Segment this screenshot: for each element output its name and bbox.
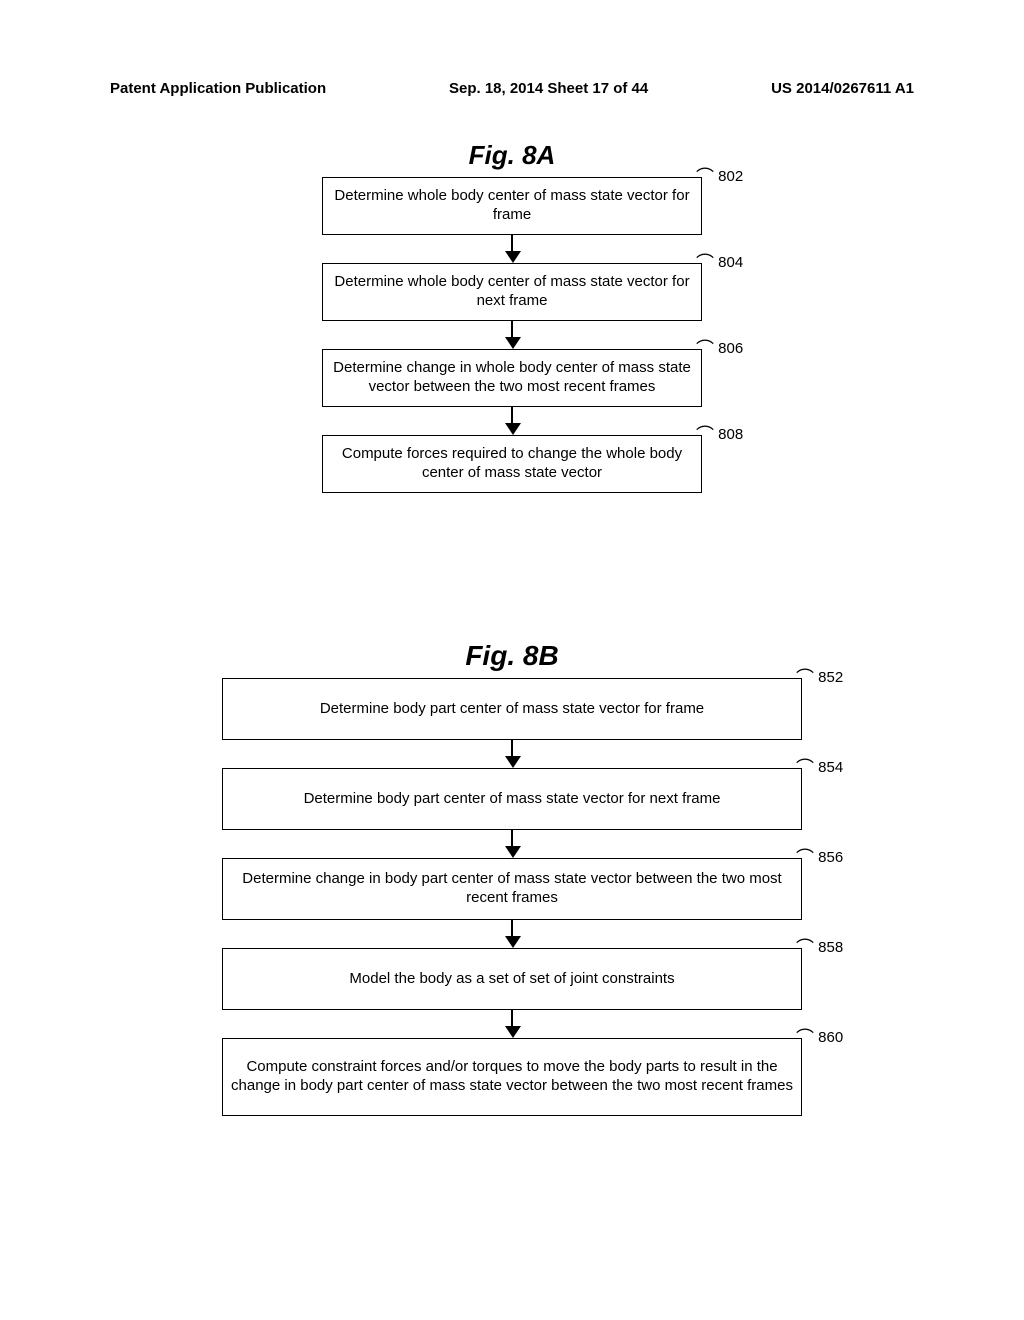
flow-step: Determine body part center of mass state… — [222, 768, 802, 830]
step-ref-label: ⌒ 808 — [696, 419, 743, 445]
flow-step: Model the body as a set of set of joint … — [222, 948, 802, 1010]
step-ref-label: ⌒ 802 — [696, 161, 743, 187]
header-right: US 2014/0267611 A1 — [771, 80, 914, 97]
flow-step: Determine whole body center of mass stat… — [322, 177, 702, 235]
figure-8a: Fig. 8A ⌒ 802Determine whole body center… — [322, 140, 702, 493]
flow-step: Determine change in whole body center of… — [322, 349, 702, 407]
flow-step-text: Determine whole body center of mass stat… — [331, 273, 693, 311]
page-header: Patent Application Publication Sep. 18, … — [110, 80, 914, 97]
flow-step-text: Determine body part center of mass state… — [304, 790, 721, 809]
step-ref-label: ⌒ 804 — [696, 247, 743, 273]
flow-step-text: Compute constraint forces and/or torques… — [231, 1058, 793, 1096]
step-ref-label: ⌒ 854 — [796, 752, 843, 778]
figure-8b-title: Fig. 8B — [465, 640, 558, 672]
figure-8a-title: Fig. 8A — [469, 140, 556, 171]
flow-step-text: Determine body part center of mass state… — [320, 700, 704, 719]
flow-step-text: Determine whole body center of mass stat… — [331, 187, 693, 225]
flow-step: Compute forces required to change the wh… — [322, 435, 702, 493]
step-ref-label: ⌒ 860 — [796, 1022, 843, 1048]
flow-step-text: Determine change in body part center of … — [231, 870, 793, 908]
figure-8b: Fig. 8B ⌒ 852Determine body part center … — [222, 640, 802, 1116]
step-ref-label: ⌒ 852 — [796, 662, 843, 688]
flow-step: Determine whole body center of mass stat… — [322, 263, 702, 321]
flow-step-text: Compute forces required to change the wh… — [331, 445, 693, 483]
flow-step: Determine body part center of mass state… — [222, 678, 802, 740]
step-ref-label: ⌒ 856 — [796, 842, 843, 868]
flow-step-text: Model the body as a set of set of joint … — [349, 970, 674, 989]
header-center: Sep. 18, 2014 Sheet 17 of 44 — [449, 80, 648, 97]
step-ref-label: ⌒ 858 — [796, 932, 843, 958]
flow-step: Compute constraint forces and/or torques… — [222, 1038, 802, 1116]
step-ref-label: ⌒ 806 — [696, 333, 743, 359]
header-left: Patent Application Publication — [110, 80, 326, 97]
flow-step: Determine change in body part center of … — [222, 858, 802, 920]
flow-step-text: Determine change in whole body center of… — [331, 359, 693, 397]
patent-page: Patent Application Publication Sep. 18, … — [0, 0, 1024, 1320]
